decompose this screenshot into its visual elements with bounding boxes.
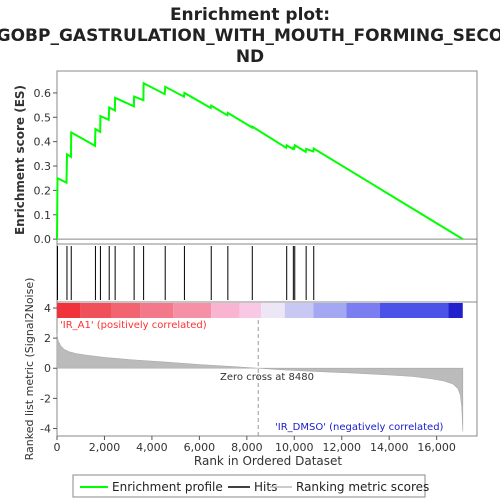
legend-box <box>72 474 426 498</box>
es-panel-frame <box>56 70 478 245</box>
heat-bar-segment <box>239 303 262 318</box>
es-tick-label: 0.5 <box>34 111 52 124</box>
x-tick-label: 14,000 <box>370 441 409 454</box>
metric-tick-label: 4 <box>44 302 51 315</box>
hits-panel-frame <box>56 243 478 303</box>
x-tick-label: 16,000 <box>417 441 456 454</box>
x-tick-label: 0 <box>54 441 61 454</box>
es-tick-label: 0.0 <box>34 233 52 246</box>
x-tick-label: 4,000 <box>136 441 168 454</box>
heat-bar-segment <box>284 303 314 318</box>
heat-bar-segment <box>261 303 285 318</box>
x-tick-label: 8,000 <box>231 441 263 454</box>
x-tick-label: 12,000 <box>322 441 361 454</box>
es-tick-label: 0.3 <box>34 160 52 173</box>
es-axis-label: Enrichment score (ES) <box>13 85 27 235</box>
heat-bar-segment <box>448 303 463 318</box>
es-tick-label: 0.1 <box>34 209 52 222</box>
heat-bar-segment <box>140 303 174 318</box>
legend-profile-label: Enrichment profile <box>112 480 223 494</box>
x-tick-label: 6,000 <box>184 441 216 454</box>
metric-tick-label: -4 <box>40 422 51 435</box>
es-tick-label: 0.6 <box>34 87 52 100</box>
ranking-metric-area <box>56 333 464 432</box>
positive-correlation-label: 'IR_A1' (positively correlated) <box>60 320 207 331</box>
heat-bar-segment <box>313 303 347 318</box>
legend-hits-label: Hits <box>254 480 277 494</box>
title-line-2: GOBP_GASTRULATION_WITH_MOUTH_FORMING_SEC… <box>0 26 500 46</box>
legend-metric-label: Ranking metric scores <box>296 480 429 494</box>
metric-axis-label: Ranked list metric (Signal2Noise) <box>23 278 36 461</box>
title-line-1: Enrichment plot: <box>170 5 330 25</box>
metric-tick-label: -2 <box>40 392 51 405</box>
heat-bar-segment <box>346 303 380 318</box>
heat-bar-segment <box>111 303 141 318</box>
title-line-3: ND <box>236 47 264 67</box>
metric-tick-label: 0 <box>44 362 51 375</box>
es-tick-label: 0.2 <box>34 184 52 197</box>
negative-correlation-label: 'IR_DMSO' (negatively correlated) <box>275 422 444 433</box>
heat-bar-segment <box>57 303 81 318</box>
zero-cross-label: Zero cross at 8480 <box>220 372 314 383</box>
x-tick-label: 10,000 <box>275 441 314 454</box>
es-tick-label: 0.4 <box>34 136 52 149</box>
heat-bar-segment <box>173 303 212 318</box>
x-axis-label: Rank in Ordered Dataset <box>194 454 342 468</box>
heat-bar-segment <box>379 303 449 318</box>
metric-tick-label: 2 <box>44 332 51 345</box>
enrichment-profile-line <box>56 81 464 240</box>
heat-bar-segment <box>80 303 112 318</box>
x-tick-label: 2,000 <box>89 441 121 454</box>
heat-bar-segment <box>211 303 240 318</box>
